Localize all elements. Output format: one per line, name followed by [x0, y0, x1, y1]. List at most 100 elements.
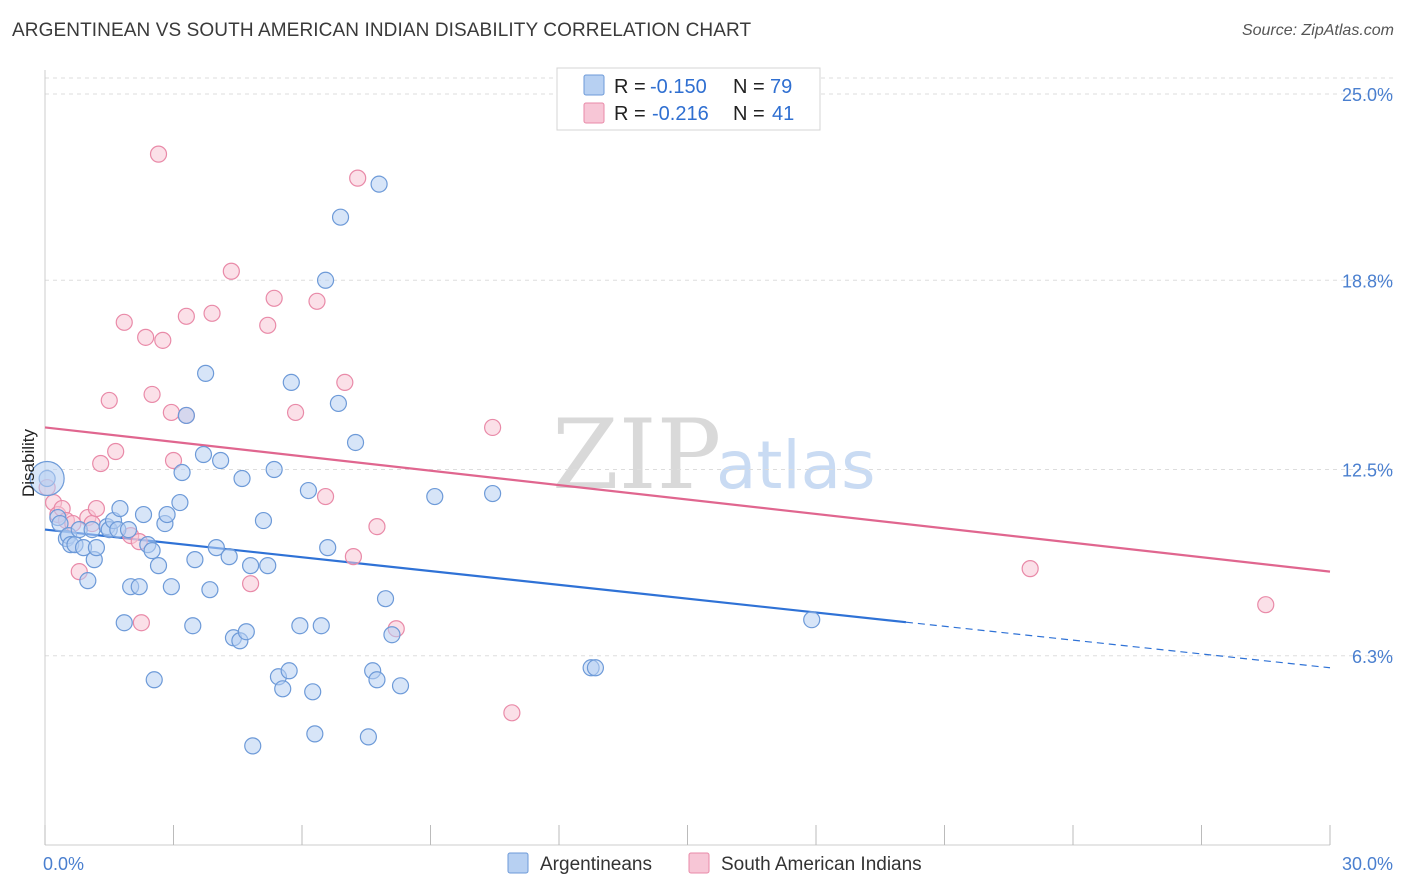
legend-swatch-argentineans — [583, 74, 605, 96]
legend-swatch-south-american-indians — [583, 102, 605, 124]
point-argentineans — [134, 505, 153, 524]
point-argentineans — [171, 493, 189, 512]
point-argentineans — [426, 487, 444, 506]
point-argentineans — [282, 373, 300, 392]
source-label: Source: ZipAtlas.com — [1241, 22, 1394, 39]
point-argentineans — [280, 662, 298, 680]
point-argentineans — [173, 463, 191, 482]
point-south-american-indians — [154, 331, 172, 349]
point-argentineans — [370, 175, 388, 193]
legend-r-value-1: -0.150 — [650, 76, 707, 98]
point-argentineans — [143, 542, 161, 560]
point-south-american-indians — [1021, 560, 1039, 578]
point-argentineans — [306, 725, 324, 743]
chart-title: ARGENTINEAN VS SOUTH AMERICAN INDIAN DIS… — [12, 20, 752, 41]
bottom-legend-swatch-argentineans — [507, 852, 529, 874]
point-south-american-indians — [107, 442, 125, 461]
point-south-american-indians — [149, 145, 168, 163]
y-tick-label: 12.5% — [1342, 461, 1393, 481]
point-argentineans — [184, 617, 202, 635]
x-tick-label: 0.0% — [43, 854, 84, 874]
point-argentineans — [194, 445, 213, 464]
point-south-american-indians — [132, 614, 150, 632]
point-south-american-indians — [484, 418, 502, 437]
bottom-legend-label-south-american-indians: South American Indians — [721, 854, 922, 875]
point-south-american-indians — [336, 373, 354, 392]
y-tick-label: 6.3% — [1352, 647, 1393, 667]
point-south-american-indians — [344, 548, 362, 566]
data-points — [29, 145, 1275, 755]
point-south-american-indians — [222, 262, 240, 280]
point-argentineans — [376, 590, 395, 608]
point-south-american-indians — [316, 487, 335, 506]
watermark-zip: ZIP — [552, 399, 721, 511]
point-south-american-indians — [162, 403, 180, 422]
point-south-american-indians — [368, 517, 386, 536]
point-south-american-indians — [164, 451, 183, 470]
point-argentineans — [115, 614, 133, 632]
legend-n-value-1: 79 — [770, 76, 792, 98]
point-south-american-indians — [242, 575, 260, 593]
point-argentineans — [149, 557, 168, 575]
bottom-legend: Argentineans South American Indians — [507, 852, 922, 875]
point-south-american-indians — [286, 403, 305, 422]
point-argentineans — [383, 626, 401, 644]
point-argentineans — [207, 539, 225, 557]
point-south-american-indians — [87, 499, 106, 518]
point-argentineans — [111, 499, 129, 518]
point-argentineans — [291, 617, 309, 635]
point-south-american-indians — [265, 289, 283, 307]
legend-r-label-1: R = — [614, 76, 646, 98]
point-argentineans — [265, 460, 283, 479]
point-argentineans — [233, 469, 251, 488]
axes — [44, 70, 1331, 846]
point-argentineans — [197, 364, 215, 382]
point-argentineans — [391, 677, 410, 695]
point-south-american-indians — [100, 391, 118, 410]
point-south-american-indians — [203, 304, 221, 322]
point-argentineans — [254, 511, 273, 530]
point-south-american-indians — [308, 292, 326, 310]
point-argentineans — [346, 433, 365, 452]
bottom-legend-swatch-south-american-indians — [688, 852, 710, 874]
point-south-american-indians — [177, 307, 195, 325]
point-argentineans — [359, 728, 377, 746]
point-argentineans — [212, 451, 230, 470]
point-argentineans — [319, 539, 337, 557]
point-argentineans — [316, 271, 335, 289]
point-argentineans — [162, 578, 180, 596]
point-south-american-indians — [1257, 596, 1275, 614]
trend-lines — [44, 426, 1331, 669]
point-argentineans — [119, 520, 138, 539]
point-argentineans — [186, 551, 204, 569]
point-argentineans — [304, 683, 322, 701]
y-tick-label: 25.0% — [1342, 85, 1393, 105]
trend-line-argentineans-extension — [905, 621, 1331, 669]
legend-n-label-2: N = — [733, 103, 765, 125]
point-argentineans — [329, 394, 348, 413]
point-south-american-indians — [92, 454, 110, 473]
legend-r-value-2: -0.216 — [652, 103, 709, 125]
point-argentineans — [331, 208, 350, 226]
point-south-american-indians — [503, 704, 521, 722]
point-argentineans — [237, 623, 255, 641]
legend-box: R = -0.150 N = 79 R = -0.216 N = 41 — [556, 67, 821, 131]
tick-labels: 6.3% 12.5% 18.8% 25.0% 0.0% 30.0% — [43, 85, 1393, 874]
x-tick-label: 30.0% — [1342, 854, 1393, 874]
point-argentineans — [79, 572, 97, 590]
point-argentineans — [177, 406, 195, 425]
point-argentineans — [201, 581, 219, 599]
point-south-american-indians — [115, 313, 133, 331]
point-argentineans — [145, 671, 163, 689]
y-tick-label: 18.8% — [1342, 271, 1393, 291]
point-south-american-indians — [349, 169, 367, 187]
legend-r-label-2: R = — [614, 103, 646, 125]
point-south-american-indians — [259, 316, 277, 334]
point-argentineans — [803, 611, 821, 629]
point-argentineans — [242, 557, 260, 575]
bottom-legend-label-argentineans: Argentineans — [540, 854, 652, 875]
point-argentineans — [83, 520, 101, 539]
point-argentineans-large — [29, 460, 65, 497]
point-argentineans — [158, 505, 176, 524]
